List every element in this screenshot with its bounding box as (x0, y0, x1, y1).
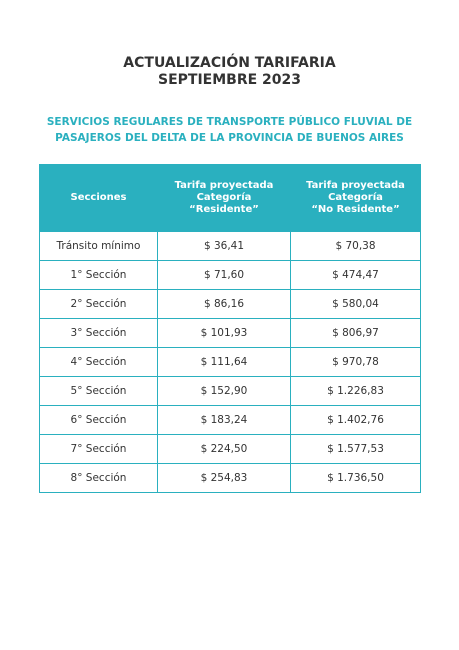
title: ACTUALIZACIÓN TARIFARIA SEPTIEMBRE 2023 (0, 55, 459, 89)
fare-cell: $ 71,60 (157, 260, 291, 290)
fare-cell: $ 254,83 (157, 463, 291, 493)
table-row: 1° Sección $ 71,60 $ 474,47 (39, 260, 421, 290)
fare-cell: $ 86,16 (157, 289, 291, 319)
column-header: Tarifa proyectada Categoría “No Residente” (290, 164, 421, 232)
fare-cell: $ 970,78 (290, 347, 421, 377)
fare-cell: $ 580,04 (290, 289, 421, 319)
fare-cell: $ 152,90 (157, 376, 291, 406)
header-line: Secciones (70, 192, 127, 203)
fare-table: Secciones Tarifa proyectada Categoría “Resi… (39, 164, 421, 493)
section-cell: 3° Sección (39, 318, 158, 348)
fare-cell: $ 70,38 (290, 231, 421, 261)
subtitle: SERVICIOS REGULARES DE TRANSPORTE PÚBLIC… (0, 114, 459, 146)
table-row: 7° Sección $ 224,50 $ 1.577,53 (39, 434, 421, 464)
fare-cell: $ 1.736,50 (290, 463, 421, 493)
fare-cell: $ 1.402,76 (290, 405, 421, 435)
table-row: 5° Sección $ 152,90 $ 1.226,83 (39, 376, 421, 406)
fare-cell: $ 111,64 (157, 347, 291, 377)
header-row: Secciones Tarifa proyectada Categoría “Resi… (39, 164, 421, 232)
fare-cell: $ 474,47 (290, 260, 421, 290)
header-line: Tarifa proyectada (306, 180, 405, 191)
column-header: Secciones (39, 164, 158, 232)
header-line: Categoría (328, 192, 383, 203)
table-row: 3° Sección $ 101,93 $ 806,97 (39, 318, 421, 348)
fare-cell: $ 183,24 (157, 405, 291, 435)
section-cell: 1° Sección (39, 260, 158, 290)
table-row: 6° Sección $ 183,24 $ 1.402,76 (39, 405, 421, 435)
header-line: “Residente” (189, 204, 259, 215)
fare-cell: $ 224,50 (157, 434, 291, 464)
table-body: Tránsito mínimo $ 36,41 $ 70,38 1° Sección $… (39, 231, 421, 493)
fare-cell: $ 36,41 (157, 231, 291, 261)
header-line: “No Residente” (311, 204, 400, 215)
fare-cell: $ 1.577,53 (290, 434, 421, 464)
table-row: Tránsito mínimo $ 36,41 $ 70,38 (39, 231, 421, 261)
table-row: 8° Sección $ 254,83 $ 1.736,50 (39, 463, 421, 493)
header-line: Categoría (196, 192, 252, 203)
subtitle-line: PASAJEROS DEL DELTA DE LA PROVINCIA DE B… (55, 132, 404, 144)
section-cell: 2° Sección (39, 289, 158, 319)
header-line: Tarifa proyectada (174, 180, 274, 191)
title-line: SEPTIEMBRE 2023 (157, 72, 301, 88)
subtitle-line: SERVICIOS REGULARES DE TRANSPORTE PÚBLIC… (46, 116, 413, 128)
fare-cell: $ 101,93 (157, 318, 291, 348)
section-cell: 4° Sección (39, 347, 158, 377)
fare-cell: $ 806,97 (290, 318, 421, 348)
table-row: 4° Sección $ 111,64 $ 970,78 (39, 347, 421, 377)
title-line: ACTUALIZACIÓN TARIFARIA (123, 55, 336, 71)
section-cell: 6° Sección (39, 405, 158, 435)
section-cell: 7° Sección (39, 434, 158, 464)
section-cell: Tránsito mínimo (39, 231, 158, 261)
fare-cell: $ 1.226,83 (290, 376, 421, 406)
section-cell: 8° Sección (39, 463, 158, 493)
table-row: 2° Sección $ 86,16 $ 580,04 (39, 289, 421, 319)
column-header: Tarifa proyectada Categoría “Residente” (157, 164, 291, 232)
section-cell: 5° Sección (39, 376, 158, 406)
